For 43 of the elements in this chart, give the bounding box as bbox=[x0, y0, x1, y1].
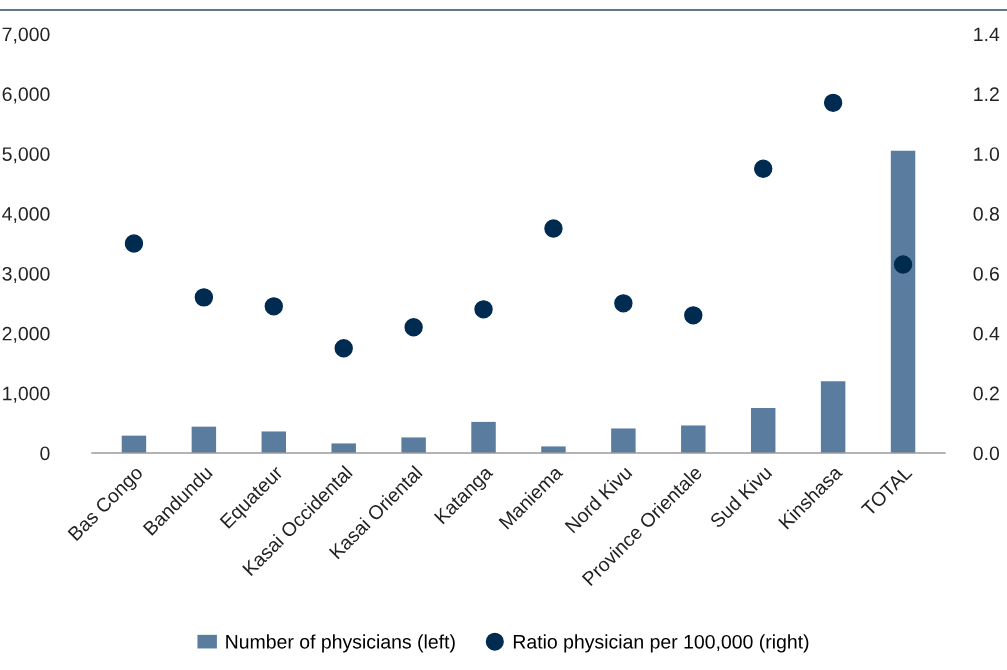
y-tick-label: 2,000 bbox=[2, 326, 50, 343]
y2-tick-label: 0.4 bbox=[973, 326, 1000, 341]
bar bbox=[681, 425, 706, 453]
bar bbox=[191, 426, 217, 453]
legend-label: Ratio physician per 100,000 (right) bbox=[513, 634, 809, 653]
bar bbox=[471, 421, 496, 453]
y2-tick-label: 0.6 bbox=[973, 266, 999, 281]
bar bbox=[611, 428, 636, 453]
point bbox=[754, 159, 773, 178]
point bbox=[124, 234, 144, 253]
point bbox=[334, 339, 353, 358]
bar bbox=[820, 381, 846, 453]
bar bbox=[401, 437, 426, 453]
point bbox=[264, 297, 283, 316]
y-tick-label: 6,000 bbox=[2, 87, 50, 104]
y2-tick-label: 1.4 bbox=[974, 27, 1000, 42]
y-tick-label: 3,000 bbox=[2, 266, 50, 283]
bar bbox=[541, 446, 566, 453]
point bbox=[893, 255, 913, 274]
y-tick-label: 0 bbox=[40, 446, 50, 461]
bar bbox=[750, 408, 776, 453]
bar bbox=[331, 443, 356, 453]
x-tick-label: Sud Kivu bbox=[708, 465, 773, 529]
point bbox=[194, 288, 214, 307]
y2-tick-label: 0.8 bbox=[973, 207, 999, 221]
y2-tick-label: 1.0 bbox=[974, 147, 1000, 161]
point bbox=[823, 93, 843, 113]
point bbox=[474, 300, 493, 319]
y2-tick-label: 0.0 bbox=[973, 446, 1000, 461]
point bbox=[404, 318, 423, 337]
y-tick-label: 5,000 bbox=[2, 147, 50, 164]
legend-label: Number of physicians (left) bbox=[226, 634, 455, 653]
y2-tick-label: 1.2 bbox=[974, 87, 999, 101]
y-tick-label: 4,000 bbox=[2, 207, 50, 224]
bar bbox=[890, 150, 916, 453]
bar bbox=[261, 431, 287, 453]
y-tick-label: 7,000 bbox=[2, 27, 50, 44]
y-tick-label: 1,000 bbox=[3, 386, 50, 403]
y2-tick-label: 0.2 bbox=[973, 386, 999, 401]
bar bbox=[121, 435, 147, 453]
point bbox=[614, 294, 633, 313]
point bbox=[544, 219, 563, 238]
point bbox=[684, 306, 703, 325]
